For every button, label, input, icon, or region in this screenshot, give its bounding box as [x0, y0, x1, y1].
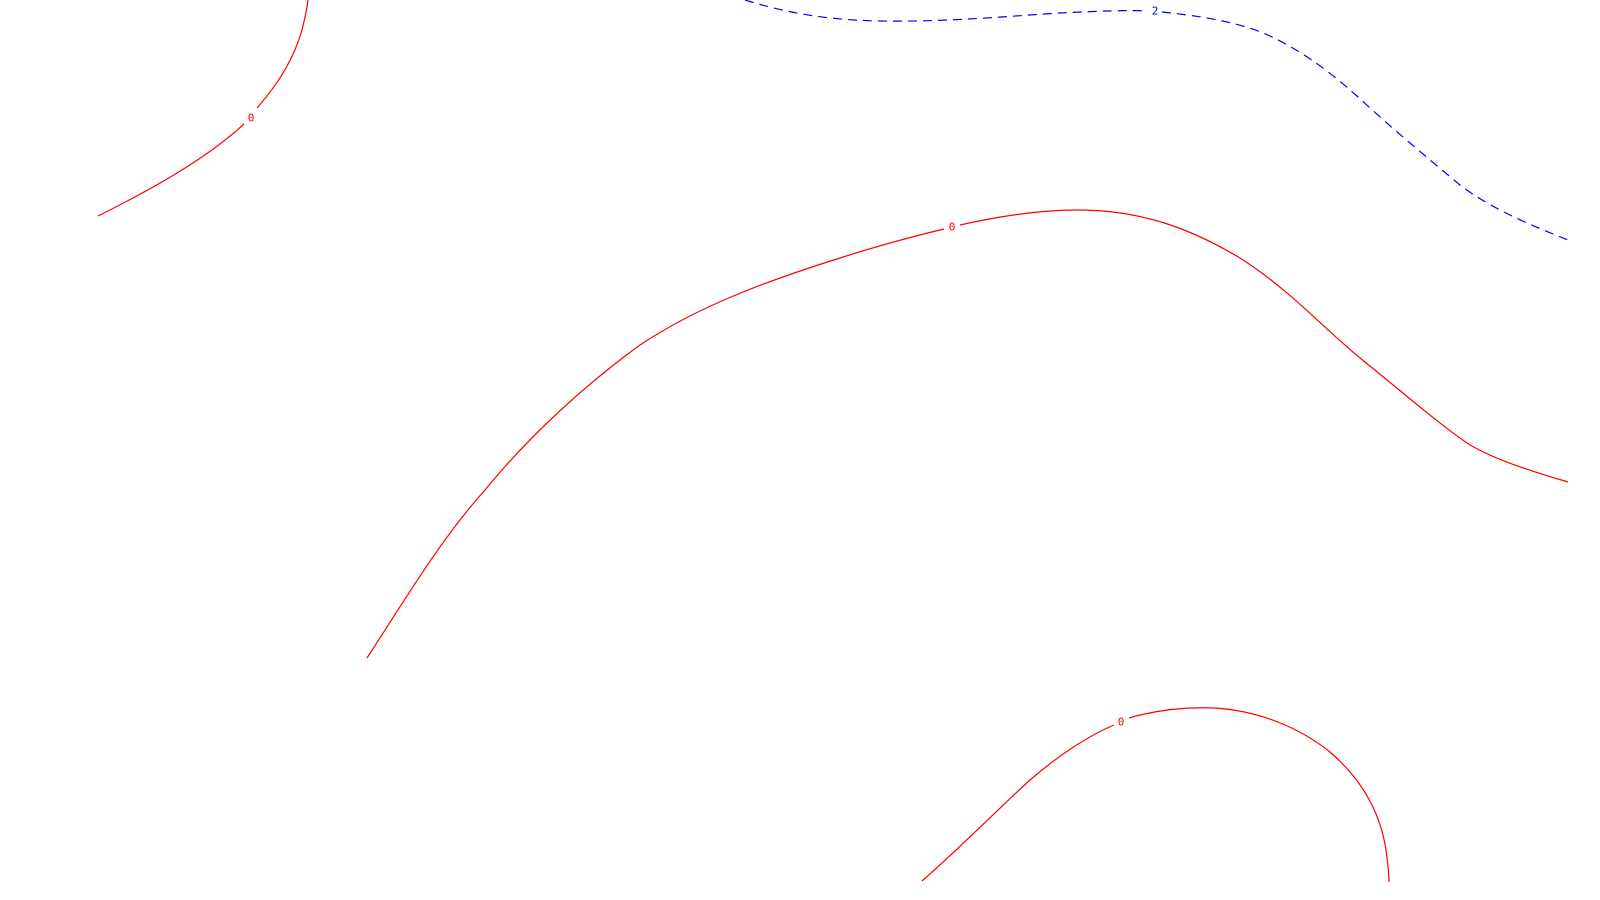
- contour-zero-central: 0: [366, 209, 1569, 659]
- contour-zero-northwest: 0: [97, 0, 309, 217]
- contour-line-minus-two-north: [744, 0, 1148, 22]
- contour-line-zero-south: [921, 724, 1115, 882]
- contour-line-zero-south-east: [1128, 707, 1390, 883]
- contour-line-minus-two-north-east: [1161, 11, 1569, 241]
- contour-label-zero-south: 0: [1118, 716, 1125, 729]
- contour-minus-two-north: 2: [744, 0, 1569, 241]
- contour-line-zero-central: [366, 228, 945, 659]
- contour-label-minus-two-north: 2: [1152, 5, 1159, 18]
- contour-label-zero-central: 0: [949, 221, 956, 234]
- contour-line-zero-northwest: [97, 123, 245, 217]
- contour-line-zero-central-east: [959, 209, 1569, 483]
- contour-line-zero-northwest-upper: [256, 0, 309, 109]
- contour-zero-south: 0: [921, 707, 1390, 883]
- contour-label-zero-northwest: 0: [248, 112, 255, 125]
